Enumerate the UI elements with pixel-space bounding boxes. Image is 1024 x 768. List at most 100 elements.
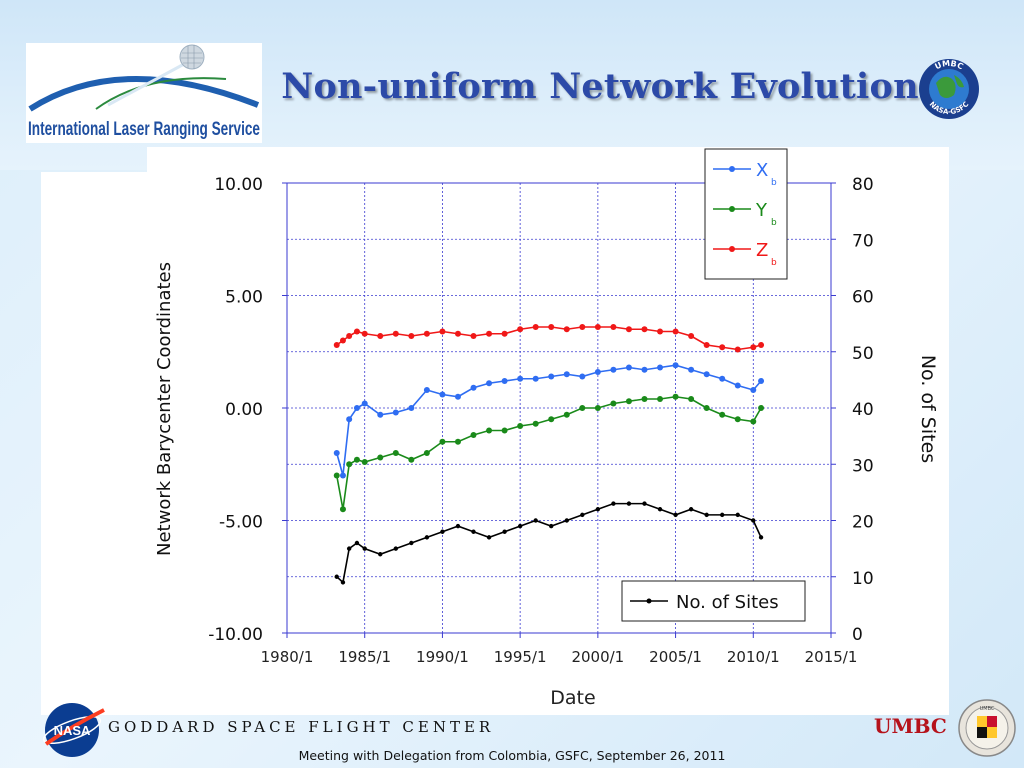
y2-tick-label: 0 — [852, 625, 863, 645]
data-point — [377, 454, 384, 461]
data-point — [579, 405, 586, 411]
y2-axis-ticks: 80 70 60 50 40 30 20 10 0 — [852, 175, 874, 645]
footer-meeting-text: Meeting with Delegation from Colombia, G… — [298, 748, 726, 763]
data-point — [392, 409, 399, 416]
data-point — [533, 518, 538, 523]
data-point — [688, 507, 694, 512]
data-point — [353, 405, 360, 411]
data-point — [750, 387, 757, 393]
data-point — [470, 432, 477, 438]
data-point — [486, 380, 493, 387]
data-point — [454, 393, 461, 400]
data-point — [501, 427, 508, 434]
data-point — [758, 342, 765, 348]
legend-label: X — [756, 160, 768, 181]
y-axis-label: Network Barycenter Coordinates — [154, 262, 175, 556]
data-point — [548, 373, 555, 380]
data-point — [642, 501, 647, 506]
data-point — [610, 324, 617, 330]
y2-tick-label: 30 — [852, 456, 874, 476]
data-point — [719, 375, 726, 382]
chart-panel — [147, 147, 949, 715]
nasa-logo: NASA — [42, 700, 106, 758]
data-point — [423, 450, 430, 456]
data-point — [353, 328, 360, 335]
data-point — [719, 344, 726, 351]
data-point — [750, 418, 757, 425]
data-point — [703, 342, 710, 348]
umbc-label: UMBC — [874, 714, 947, 738]
data-point — [439, 438, 446, 445]
data-point — [346, 461, 353, 468]
data-point — [377, 333, 384, 339]
data-point — [751, 518, 756, 523]
data-point — [758, 535, 764, 540]
seal-text: UMBC — [980, 706, 995, 712]
data-point — [563, 411, 570, 418]
data-point — [361, 459, 368, 465]
data-point — [579, 324, 586, 330]
series-x — [333, 362, 765, 479]
data-point — [339, 337, 346, 344]
data-point — [361, 330, 368, 337]
page-title: Non-uniform Network Evolution — [281, 66, 919, 107]
data-point — [440, 529, 445, 534]
ilrs-logo-text: International Laser Ranging Service — [28, 119, 260, 140]
x-tick-label: 1980/1 — [261, 648, 314, 666]
data-point — [354, 540, 360, 546]
data-point — [486, 330, 493, 337]
data-point — [392, 330, 399, 337]
data-point — [346, 333, 353, 339]
data-point — [532, 375, 539, 382]
data-point — [672, 328, 679, 335]
data-point — [595, 507, 601, 512]
data-point — [340, 580, 346, 585]
legend-marker — [729, 246, 735, 252]
data-point — [703, 371, 710, 378]
x-axis-ticks: 1980/1 1985/1 1990/1 1995/1 2000/1 2005/1 2010… — [261, 648, 858, 666]
data-point — [408, 456, 415, 463]
data-point — [641, 396, 648, 402]
legend-label: Y — [755, 200, 768, 221]
series-y — [333, 393, 765, 513]
legend-subscript: b — [771, 258, 777, 268]
x-tick-label: 2000/1 — [571, 648, 624, 666]
data-point — [564, 518, 569, 523]
data-point — [423, 330, 430, 337]
y2-tick-label: 60 — [852, 288, 874, 308]
data-point — [563, 371, 570, 378]
data-point — [454, 330, 461, 337]
data-point — [470, 384, 477, 391]
data-point — [353, 456, 360, 463]
data-point — [625, 398, 632, 405]
legend-sites: No. of Sites — [621, 580, 806, 622]
data-point — [594, 369, 601, 375]
data-point — [548, 416, 555, 423]
data-point — [579, 373, 586, 380]
series-line — [336, 326, 762, 351]
data-point — [333, 342, 340, 348]
x-tick-label: 2005/1 — [649, 648, 702, 666]
data-point — [672, 393, 679, 400]
data-point — [455, 523, 461, 529]
data-point — [454, 438, 461, 445]
data-point — [758, 378, 765, 384]
umbc-seal: UMBC — [957, 698, 1017, 758]
chart-panel-left — [41, 172, 151, 715]
data-point — [471, 529, 476, 534]
y-tick-label: -10.00 — [208, 625, 263, 645]
data-point — [408, 333, 415, 339]
x-tick-label: 2015/1 — [805, 648, 858, 666]
y2-tick-label: 40 — [852, 400, 874, 420]
series-line — [335, 395, 762, 510]
data-point — [501, 330, 508, 337]
data-point — [672, 362, 679, 369]
data-point — [688, 333, 695, 339]
data-point — [392, 450, 399, 456]
legend-subscript: b — [771, 218, 777, 228]
x-tick-label: 1995/1 — [494, 648, 547, 666]
data-point — [734, 416, 741, 423]
data-point — [720, 512, 725, 518]
data-point — [688, 366, 695, 373]
